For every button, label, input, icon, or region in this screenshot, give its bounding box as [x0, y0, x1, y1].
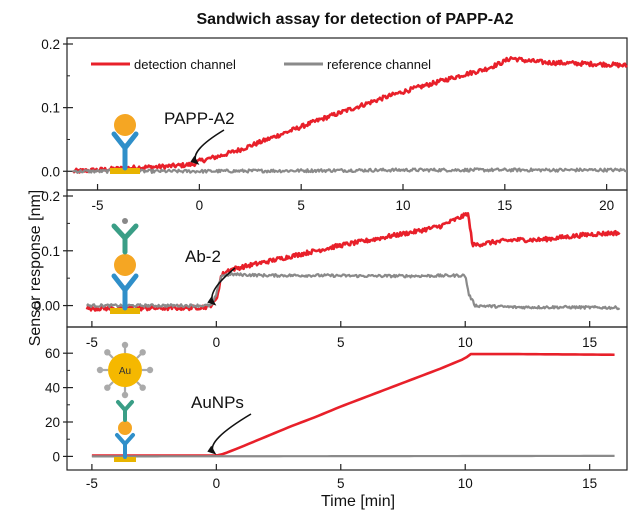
panel-frame: [66, 326, 628, 471]
x-tick-label: 0: [213, 335, 221, 350]
x-tick-label: -5: [86, 335, 98, 350]
x-tick-label: 10: [458, 335, 473, 350]
y-tick-label: 60: [45, 346, 60, 361]
series-reference-line: [72, 167, 628, 174]
x-tick-label: 15: [582, 476, 597, 491]
x-tick-label: 0: [213, 476, 221, 491]
series-detection-line: [91, 352, 615, 457]
y-tick-label: 40: [45, 381, 60, 396]
y-tick-label: 0.1: [41, 101, 60, 116]
y-tick-label: 0.2: [41, 37, 60, 52]
x-tick-label: 5: [337, 335, 345, 350]
annotation-arrowhead: [207, 445, 217, 455]
y-tick-label: 0.1: [41, 244, 60, 259]
y-tick-label: 0.0: [41, 164, 60, 179]
y-tick-label: 0.00: [34, 299, 60, 314]
series-reference-line: [86, 271, 621, 311]
y-axis-label: Sensor response [nm]: [27, 190, 44, 347]
x-tick-label: 15: [582, 335, 597, 350]
series-detection-line: [72, 56, 628, 174]
x-tick-label: -5: [86, 476, 98, 491]
aunp-sandwich-icon: Au: [96, 341, 154, 462]
chart-panels: 0.0 0.1 0.2 -5 0 5 10 15 20 PAPP-A2 0.00 0.1 0.2 -5 0 5…: [34, 37, 628, 491]
legend-label-reference: reference channel: [327, 57, 431, 72]
x-tick-label: 5: [337, 476, 345, 491]
x-tick-label: 20: [599, 198, 614, 213]
legend-label-detection: detection channel: [134, 57, 236, 72]
au-label: Au: [119, 366, 131, 377]
annotation-arrowhead: [190, 155, 200, 165]
x-tick-label: 0: [196, 198, 204, 213]
papp-a2-capture-icon: [110, 114, 140, 174]
panel-ab-2: 0.00 0.1 0.2 -5 0 5 10 15 Ab-2: [34, 189, 628, 350]
x-tick-label: -5: [92, 198, 104, 213]
panel-aunps: 0 20 40 60 -5 0 5 10 15 AuNPs Au: [45, 326, 628, 491]
x-tick-label: 10: [395, 198, 410, 213]
x-axis-label: Time [min]: [321, 493, 395, 510]
panel-papp-a2: 0.0 0.1 0.2 -5 0 5 10 15 20 PAPP-A2: [41, 37, 628, 213]
x-tick-label: 5: [297, 198, 305, 213]
y-tick-label: 0: [52, 449, 60, 464]
annotation-arrowhead: [207, 296, 217, 306]
ab2-sandwich-icon: [110, 218, 140, 314]
series-detection-line: [85, 212, 621, 312]
annotation-papp-a2: PAPP-A2: [164, 109, 235, 128]
chart-title: Sandwich assay for detection of PAPP-A2: [196, 11, 513, 28]
annotation-aunps: AuNPs: [191, 393, 244, 412]
legend: detection channel reference channel: [91, 57, 431, 72]
y-tick-label: 0.2: [41, 189, 60, 204]
series-reference-line: [91, 454, 615, 458]
x-tick-label: 15: [497, 198, 512, 213]
y-tick-label: 20: [45, 415, 60, 430]
annotation-ab-2: Ab-2: [185, 247, 221, 266]
x-tick-label: 10: [458, 476, 473, 491]
